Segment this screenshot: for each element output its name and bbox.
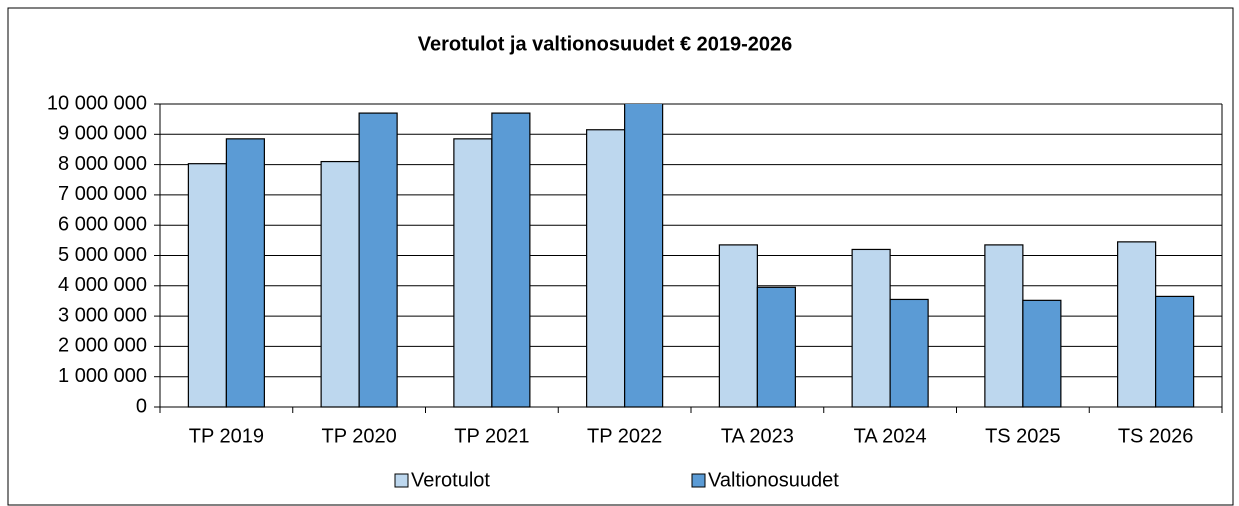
chart-frame xyxy=(7,7,1234,506)
bar xyxy=(889,298,929,408)
x-tick-label: TP 2020 xyxy=(322,425,397,447)
chart-title: Verotulot ja valtionosuudet € 2019-2026 xyxy=(418,33,793,55)
y-tick-label: 2 000 000 xyxy=(58,335,147,357)
legend-label: Verotulot xyxy=(411,469,490,491)
x-tick-label: TP 2021 xyxy=(454,425,529,447)
bar xyxy=(1117,241,1157,408)
legend-label: Valtionosuudet xyxy=(708,469,839,491)
bar xyxy=(624,104,664,408)
x-tick-label: TA 2024 xyxy=(854,425,927,447)
bar xyxy=(984,244,1024,408)
bar xyxy=(225,138,265,408)
y-tick-label: 8 000 000 xyxy=(58,153,147,175)
bar xyxy=(320,160,360,408)
x-tick-label: TP 2019 xyxy=(189,425,264,447)
x-tick-label: TS 2026 xyxy=(1118,425,1194,447)
y-tick-label: 4 000 000 xyxy=(58,274,147,296)
bar xyxy=(756,286,796,408)
y-tick-label: 0 xyxy=(136,395,147,417)
y-tick-label: 9 000 000 xyxy=(58,123,147,145)
y-tick-label: 10 000 000 xyxy=(47,92,147,114)
legend-swatch xyxy=(691,473,706,488)
bar xyxy=(851,248,891,408)
x-tick-label: TA 2023 xyxy=(721,425,794,447)
bar xyxy=(718,244,758,408)
y-tick-label: 7 000 000 xyxy=(58,183,147,205)
bar xyxy=(586,129,626,408)
bar xyxy=(491,112,531,408)
bar xyxy=(187,163,227,408)
bars xyxy=(187,104,1195,408)
bar xyxy=(1155,295,1195,408)
y-tick-label: 1 000 000 xyxy=(58,365,147,387)
bar xyxy=(358,112,398,408)
bar xyxy=(1022,299,1062,408)
y-tick-label: 5 000 000 xyxy=(58,244,147,266)
legend-swatch xyxy=(394,473,409,488)
x-tick-label: TP 2022 xyxy=(587,425,662,447)
x-tick-label: TS 2025 xyxy=(985,425,1061,447)
bar xyxy=(453,138,493,408)
y-tick-label: 6 000 000 xyxy=(58,213,147,235)
y-tick-label: 3 000 000 xyxy=(58,304,147,326)
